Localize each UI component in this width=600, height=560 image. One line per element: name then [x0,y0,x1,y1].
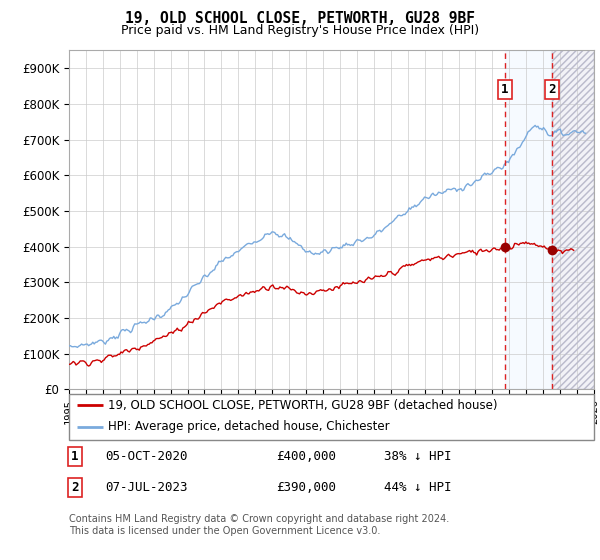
Text: 2: 2 [71,480,79,494]
Text: £400,000: £400,000 [276,450,336,463]
Text: 19, OLD SCHOOL CLOSE, PETWORTH, GU28 9BF (detached house): 19, OLD SCHOOL CLOSE, PETWORTH, GU28 9BF… [109,399,498,412]
FancyBboxPatch shape [69,394,594,440]
Text: 1: 1 [502,83,509,96]
Text: 07-JUL-2023: 07-JUL-2023 [105,480,187,494]
Text: 38% ↓ HPI: 38% ↓ HPI [384,450,452,463]
Bar [551,50,594,389]
Text: 1: 1 [71,450,79,463]
Text: Price paid vs. HM Land Registry's House Price Index (HPI): Price paid vs. HM Land Registry's House … [121,24,479,36]
Text: £390,000: £390,000 [276,480,336,494]
Text: 2: 2 [548,83,556,96]
Bar [551,50,594,389]
Text: 19, OLD SCHOOL CLOSE, PETWORTH, GU28 9BF: 19, OLD SCHOOL CLOSE, PETWORTH, GU28 9BF [125,11,475,26]
Text: 44% ↓ HPI: 44% ↓ HPI [384,480,452,494]
Bar [505,50,551,389]
Text: Contains HM Land Registry data © Crown copyright and database right 2024.
This d: Contains HM Land Registry data © Crown c… [69,514,449,536]
Text: HPI: Average price, detached house, Chichester: HPI: Average price, detached house, Chic… [109,420,390,433]
Text: 05-OCT-2020: 05-OCT-2020 [105,450,187,463]
